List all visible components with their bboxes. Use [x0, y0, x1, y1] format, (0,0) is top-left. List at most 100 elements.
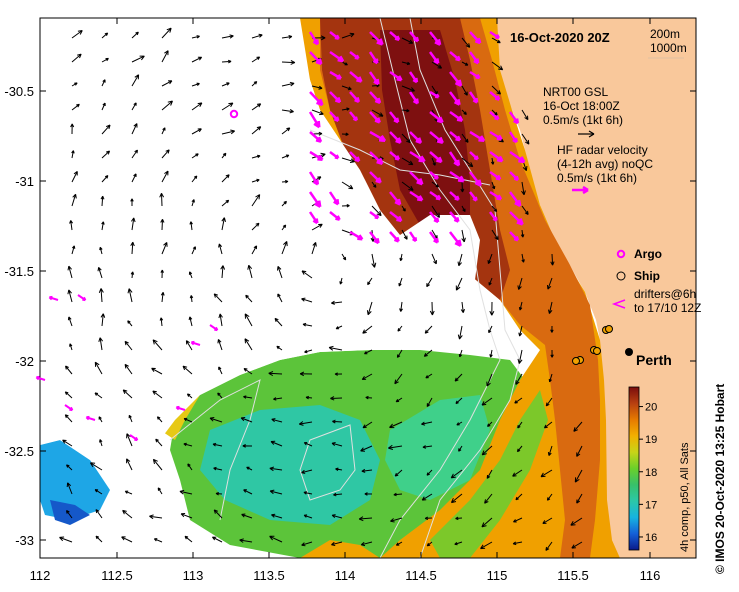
gsl-arrow [97, 266, 103, 279]
credit-text: © IMOS 20-Oct-2020 13:25 Hobart [713, 384, 727, 574]
gsl-arrow [124, 340, 133, 351]
hf-radar-arrow [449, 110, 464, 122]
argo-float-marker [229, 109, 239, 119]
x-tick-label: 114.5 [405, 568, 437, 583]
axis-ticks: 112 112.5 113 113.5 114 114.5 115 115.5 116 -30.5… [4, 18, 696, 583]
ship-markers [572, 325, 613, 365]
gsl-arrow [159, 192, 165, 207]
gsl-arrow [395, 397, 403, 403]
gsl-arrow [364, 492, 373, 496]
x-tick-label: 112.5 [101, 568, 133, 583]
y-tick-label: -33 [15, 533, 34, 548]
gsl-arrow [341, 181, 354, 190]
gsl-arrow [490, 157, 495, 165]
gsl-arrow [191, 246, 196, 255]
gsl-arrow [301, 469, 313, 474]
gsl-arrow [517, 421, 523, 429]
drifter-arrow [190, 340, 201, 346]
gsl-arrow [396, 349, 403, 358]
gsl-arrow [518, 301, 523, 311]
gsl-arrow [71, 150, 75, 159]
gsl-arrow [545, 397, 553, 407]
gsl-arrow [514, 397, 523, 404]
hf-radar-arrow [389, 131, 402, 144]
gsl-arrow [299, 371, 313, 377]
gsl-arrow [429, 301, 435, 316]
gsl-arrow [302, 322, 313, 327]
gsl-arrow [461, 229, 466, 243]
gsl-arrow [221, 129, 236, 135]
gsl-arrow [245, 294, 253, 303]
gsl-arrow [571, 541, 583, 549]
gsl-arrow [160, 218, 165, 231]
gsl-arrow [186, 393, 193, 399]
gsl-arrow [221, 34, 234, 39]
gsl-arrow [366, 301, 373, 316]
gsl-arrow [486, 373, 493, 387]
gsl-arrow [64, 414, 73, 423]
gsl-arrows [59, 27, 583, 551]
gsl-arrow [545, 541, 553, 551]
gsl-arrow [213, 466, 223, 471]
gsl-arrow [244, 338, 253, 351]
drifter-arrow [35, 375, 46, 381]
gsl-arrow [461, 61, 469, 66]
gsl-arrow [126, 458, 133, 471]
gsl-arrow [101, 150, 111, 159]
gsl-arrow [94, 361, 103, 375]
hf-radar-arrow [408, 71, 419, 84]
gsl-arrow [98, 337, 104, 351]
gsl-arrow [394, 373, 403, 385]
hf-radar-arrow [489, 150, 504, 163]
gsl-arrow [450, 469, 463, 479]
isobath-legend-1000: 1000m [650, 41, 687, 55]
hf-radar-arrow [508, 131, 518, 144]
gsl-arrow [159, 317, 164, 327]
gsl-arrow [540, 469, 553, 478]
gsl-arrow [426, 469, 433, 476]
gsl-arrow [358, 516, 373, 522]
gsl-arrow [515, 493, 523, 501]
gsl-arrow [305, 395, 313, 400]
gsl-arrow [66, 464, 73, 471]
gsl-arrow [191, 35, 200, 39]
hf-radar-arrow [329, 150, 340, 160]
gsl-arrow [360, 541, 373, 547]
gsl-arrow [548, 301, 553, 314]
colorbar-label: 4h comp, p50, All Sats [679, 442, 691, 552]
gsl-arrow [455, 397, 463, 405]
gsl-arrow [251, 245, 258, 255]
hf-radar-arrow [429, 211, 440, 224]
gsl-arrow [94, 489, 103, 495]
isobath-legend-200: 200m [650, 27, 680, 41]
gsl-arrow [298, 421, 313, 426]
gsl-arrow [518, 325, 523, 337]
gsl-arrow [424, 325, 433, 334]
gsl-arrow [151, 367, 163, 375]
gsl-legend-line1: NRT00 GSL [543, 85, 608, 99]
gsl-arrow [213, 293, 223, 303]
colorbar-tick-label: 16 [645, 532, 657, 544]
land-area [494, 18, 696, 558]
hf-radar-arrow [389, 211, 403, 223]
gsl-arrow [371, 181, 377, 188]
gsl-arrow [371, 253, 377, 268]
gsl-arrow [335, 325, 343, 330]
gsl-arrow [570, 517, 583, 526]
gsl-arrow [401, 157, 414, 166]
hf-legend-arrowhead [582, 185, 589, 195]
gsl-arrow [189, 221, 193, 231]
hf-radar-arrow [349, 111, 359, 122]
gsl-arrow [251, 103, 262, 111]
gsl-arrow [486, 469, 493, 479]
gsl-arrow [71, 82, 78, 87]
gsl-arrow [425, 373, 433, 379]
gsl-arrow [461, 37, 471, 48]
hf-radar-arrow [509, 150, 526, 164]
gsl-arrow [191, 199, 195, 207]
gsl-arrow [455, 516, 463, 521]
gsl-arrow [488, 325, 493, 334]
gsl-arrow [188, 271, 193, 279]
gsl-arrow [515, 373, 523, 385]
gsl-arrow [401, 85, 415, 92]
